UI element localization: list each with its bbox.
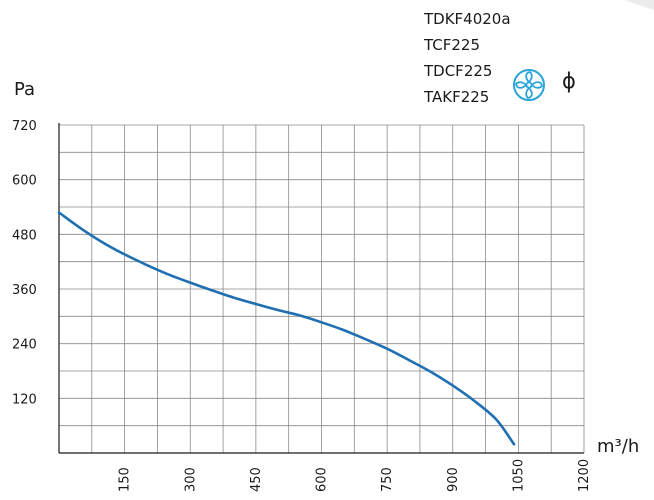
model-item: TDKF4020a bbox=[424, 10, 511, 28]
x-tick-label: 1200 bbox=[577, 459, 592, 492]
x-tick-label: 1050 bbox=[511, 459, 526, 492]
y-tick-label: 600 bbox=[12, 174, 37, 189]
page-corner-decoration bbox=[624, 0, 654, 10]
fan-icon bbox=[513, 69, 545, 101]
diameter-symbol: ϕ bbox=[562, 69, 576, 93]
x-tick-label: 300 bbox=[183, 467, 198, 492]
y-tick-label: 720 bbox=[12, 119, 37, 134]
model-list: TDKF4020a TCF225 TDCF225 TAKF225 bbox=[424, 6, 511, 110]
y-tick-label: 240 bbox=[12, 338, 37, 353]
y-tick-label: 120 bbox=[12, 392, 37, 407]
model-item: TAKF225 bbox=[424, 88, 490, 106]
x-tick-label: 150 bbox=[118, 467, 133, 492]
x-tick-label: 450 bbox=[249, 467, 264, 492]
x-tick-label: 750 bbox=[380, 467, 395, 492]
x-axis-label: m³/h bbox=[597, 436, 639, 457]
model-item: TCF225 bbox=[424, 36, 481, 54]
series-line bbox=[57, 211, 516, 446]
x-tick-label: 600 bbox=[315, 467, 330, 492]
y-axis-label: Pa bbox=[14, 79, 35, 100]
chart-tick-labels: 120 240 360 480 600 720 150 300 450 600 750 900 1050… bbox=[12, 119, 592, 492]
chart-curve bbox=[57, 211, 516, 446]
chart-axes bbox=[58, 123, 584, 454]
x-tick-label: 900 bbox=[446, 467, 461, 492]
y-tick-label: 480 bbox=[12, 228, 37, 243]
model-item: TDCF225 bbox=[424, 62, 493, 80]
chart-grid bbox=[59, 124, 585, 453]
y-tick-label: 360 bbox=[12, 283, 37, 298]
